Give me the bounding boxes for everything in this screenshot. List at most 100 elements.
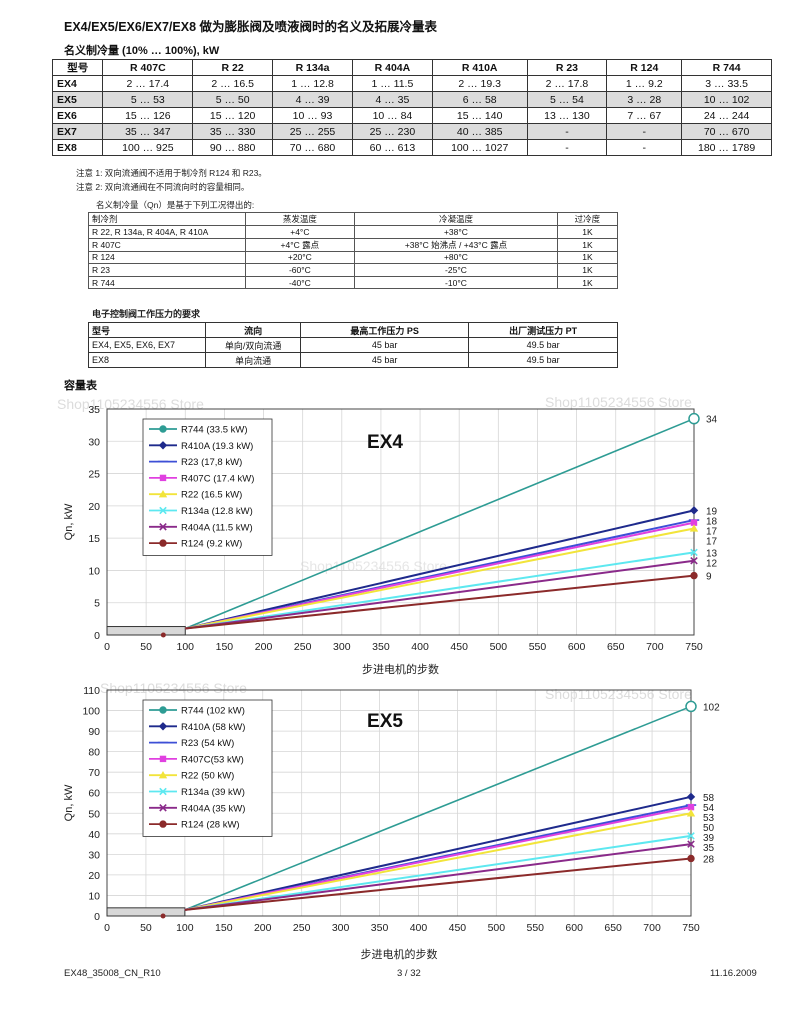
watermark-2: Shop1105234556 Store (545, 394, 692, 410)
series-end-marker (690, 548, 698, 557)
conditions-cell: 1K (556, 225, 619, 239)
capacity-cell: 5 … 50 (192, 91, 274, 108)
conditions-cell: 1K (556, 250, 619, 265)
legend-entry: R124 (28 kW) (181, 820, 240, 831)
series-line (185, 574, 695, 630)
conditions-header-2: 冷凝温度 (354, 212, 558, 226)
pressure-cell: 45 bar (299, 337, 470, 353)
pressure-header-1: 流向 (205, 322, 301, 338)
legend-marker (158, 722, 168, 731)
series-line (184, 834, 692, 911)
capacity-cell: 5 … 54 (526, 91, 608, 108)
capacity-cell: EX4 (51, 75, 104, 92)
legend-marker (158, 490, 168, 498)
footer-page: 3 / 32 (397, 968, 421, 979)
legend-entry: R23 (17,8 kW) (181, 457, 242, 468)
conditions-cell: -60°C (244, 263, 356, 277)
legend-entry: R410A (19.3 kW) (181, 441, 253, 452)
capacity-cell: 10 … 93 (272, 107, 353, 124)
conditions-header-0: 制冷剂 (88, 212, 246, 226)
conditions-cell: +4°C (244, 225, 356, 239)
table-row: EX4 2 … 17.4 2 … 16.5 1 … 12.8 1 … 11.5 2 … 1… (51, 75, 772, 92)
series-line (184, 812, 692, 911)
chart-title: EX4 (367, 432, 403, 453)
legend-entry: R744 (102 kW) (181, 706, 245, 717)
x-tick-label: 300 (333, 641, 351, 653)
capacity-cell: 10 … 84 (351, 107, 433, 124)
pressure-cell: 49.5 bar (468, 337, 618, 353)
capacity-cell: - (526, 123, 608, 140)
capacity-cell: 1 … 11.5 (351, 75, 433, 92)
footer-date: 11.16.2009 (710, 968, 757, 979)
note-1: 注意 1: 双向流通阀不适用于制冷剂 R124 和 R23。 (76, 168, 267, 178)
series-end-marker (690, 571, 698, 580)
capacity-cell: 3 … 28 (606, 91, 683, 108)
y-tick-label: 0 (94, 911, 100, 923)
conditions-cell: -10°C (354, 275, 558, 290)
x-tick-label: 500 (490, 641, 508, 653)
capacity-cell: 2 … 16.5 (192, 75, 274, 92)
x-tick-label: 650 (604, 922, 622, 934)
capacity-cell: 25 … 255 (272, 123, 353, 140)
legend-marker (159, 755, 167, 763)
capacity-cell: 100 … 925 (102, 139, 194, 156)
pressure-cell: 49.5 bar (468, 352, 618, 368)
series-end-marker (689, 524, 699, 532)
capacity-cell: - (606, 139, 683, 156)
capacity-cell: 90 … 880 (192, 139, 274, 156)
x-tick-label: 400 (411, 641, 429, 653)
table-row: R 744 -40°C -10°C 1K (88, 275, 619, 290)
x-tick-label: 0 (104, 641, 110, 653)
capacity-header-2: R 22 (192, 59, 274, 76)
table-row: EX8 100 … 925 90 … 880 70 … 680 60 … 613 100 … (51, 139, 772, 156)
series-end-label: 28 (703, 854, 715, 865)
x-tick-label: 700 (646, 641, 664, 653)
series-line (184, 795, 692, 911)
capacity-cell: EX5 (51, 91, 104, 108)
table-row: R 407C +4°C 露点 +38°C 始沸点 / +43°C 露点 1K (88, 237, 619, 252)
table-row: EX4, EX5, EX6, EX7 单向/双向流通 45 bar 49.5 bar (87, 337, 618, 353)
y-axis-label: Qn, kW (63, 503, 75, 540)
legend-entry: R22 (16.5 kW) (181, 490, 242, 501)
capacity-cell: 2 … 19.3 (431, 75, 528, 92)
x-tick-label: 0 (104, 922, 110, 934)
capacity-cell: 40 … 385 (431, 123, 528, 140)
conditions-cell: +80°C (354, 250, 558, 265)
capacity-header-6: R 23 (526, 59, 608, 76)
series-end-label: 39 (703, 833, 715, 844)
capacity-cell: 13 … 130 (526, 107, 608, 124)
series-end-label: 9 (706, 572, 712, 583)
capacity-cell: - (526, 139, 608, 156)
legend-box (142, 699, 273, 837)
y-tick-label: 70 (88, 767, 100, 779)
watermark-4: Shop1105234556 Store (100, 680, 247, 696)
conditions-cell: R 407C (88, 237, 246, 252)
legend-box (142, 418, 273, 556)
x-axis-label: 步进电机的步数 (362, 662, 439, 676)
series-end-marker (687, 854, 695, 863)
x-tick-label: 200 (255, 641, 273, 653)
x-tick-label: 200 (254, 922, 272, 934)
series-line (184, 806, 692, 911)
y-tick-label: 80 (88, 747, 100, 759)
series-end-marker (687, 803, 695, 811)
series-end-marker (686, 792, 696, 802)
y-tick-label: 25 (88, 469, 100, 481)
pressure-header-0: 型号 (87, 322, 207, 338)
series-end-marker (687, 832, 695, 840)
table-row: EX5 5 … 53 5 … 50 4 … 39 4 … 35 6 … 58 5 … 54 3… (51, 91, 772, 108)
legend-entry: R124 (9.2 kW) (181, 539, 242, 550)
pressure-cell: EX4, EX5, EX6, EX7 (87, 337, 207, 353)
conditions-cell: 1K (556, 237, 619, 252)
capacity-cell: 4 … 39 (272, 91, 353, 108)
y-tick-label: 10 (88, 890, 100, 902)
series-end-label: 17 (706, 526, 718, 537)
y-tick-label: 30 (88, 436, 100, 448)
x-tick-label: 300 (332, 922, 350, 934)
series-end-marker (687, 840, 695, 848)
x-tick-label: 450 (450, 641, 468, 653)
capacity-cell: EX8 (51, 139, 104, 156)
capacity-cell: 7 … 67 (606, 107, 683, 124)
pressure-header-2: 最高工作压力 PS (299, 322, 470, 338)
y-tick-label: 60 (88, 788, 100, 800)
